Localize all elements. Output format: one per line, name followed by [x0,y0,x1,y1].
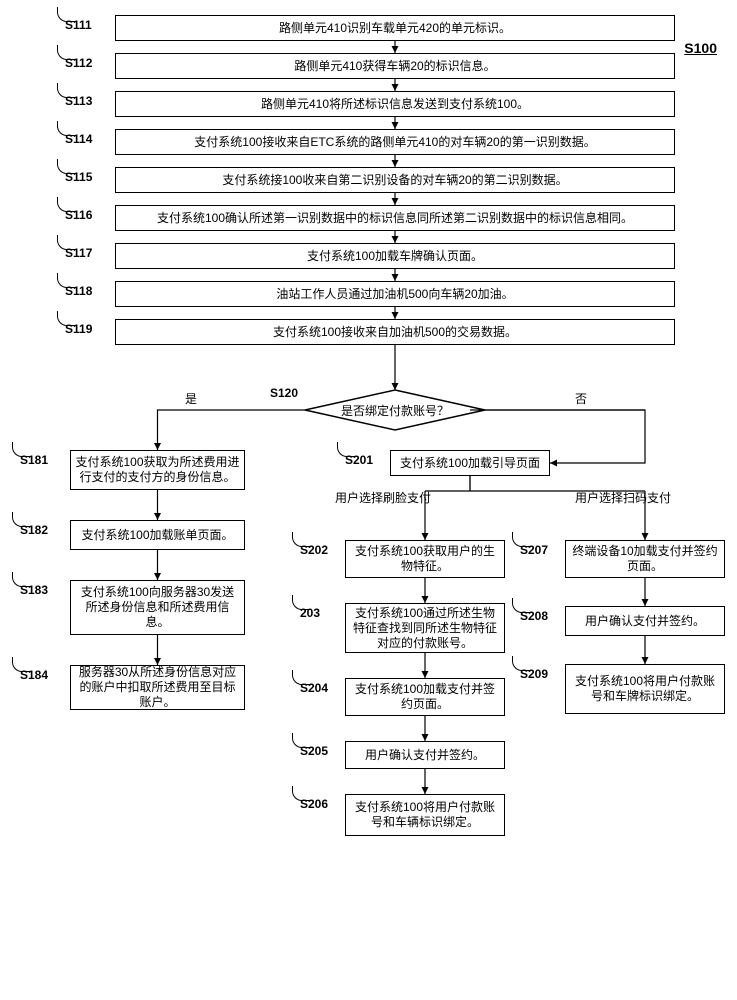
label-notch [57,235,76,250]
step-S113: 路侧单元410将所述标识信息发送到支付系统100。 [115,91,675,117]
label-notch [12,442,31,457]
step-S116: 支付系统100确认所述第一识别数据中的标识信息同所述第二识别数据中的标识信息相同… [115,205,675,231]
label-notch [512,656,531,671]
label-notch [512,598,531,613]
step-S182: 支付系统100加载账单页面。 [70,520,245,550]
step-S181: 支付系统100获取为所述费用进行支付的支付方的身份信息。 [70,450,245,490]
step-S119: 支付系统100接收来自加油机500的交易数据。 [115,319,675,345]
step-S118: 油站工作人员通过加油机500向车辆20加油。 [115,281,675,307]
step-S207: 终端设备10加载支付并签约页面。 [565,540,725,578]
label-notch [12,572,31,587]
step-S114: 支付系统100接收来自ETC系统的路侧单元410的对车辆20的第一识别数据。 [115,129,675,155]
label-notch [292,733,311,748]
label-notch [57,311,76,326]
step-S117: 支付系统100加载车牌确认页面。 [115,243,675,269]
label-notch [292,595,311,610]
step-S208: 用户确认支付并签约。 [565,606,725,636]
step-S205: 用户确认支付并签约。 [345,741,505,769]
step-203: 支付系统100通过所述生物特征查找到同所述生物特征对应的付款账号。 [345,603,505,653]
flowchart-canvas: S100路侧单元410识别车载单元420的单元标识。S111路侧单元410获得车… [10,10,727,990]
step-S111: 路侧单元410识别车载单元420的单元标识。 [115,15,675,41]
label-notch [57,45,76,60]
step-S204: 支付系统100加载支付并签约页面。 [345,678,505,716]
label-notch [292,670,311,685]
label-notch [57,159,76,174]
step-S183: 支付系统100向服务器30发送所述身份信息和所述费用信息。 [70,580,245,635]
step-S202: 支付系统100获取用户的生物特征。 [345,540,505,578]
diagram-title: S100 [684,40,717,56]
label-notch [292,786,311,801]
branch-no: 否 [575,390,587,407]
label-notch [12,657,31,672]
label-notch [57,7,76,22]
step-S206: 支付系统100将用户付款账号和车辆标识绑定。 [345,794,505,836]
label-notch [12,512,31,527]
step-S209: 支付系统100将用户付款账号和车牌标识绑定。 [565,664,725,714]
branch-scan: 用户选择扫码支付 [575,489,671,506]
step-S201: 支付系统100加载引导页面 [390,450,550,476]
branch-face: 用户选择刷脸支付 [335,489,431,506]
branch-yes: 是 [185,390,197,407]
label-notch [57,83,76,98]
label-notch [57,273,76,288]
label-notch [57,197,76,212]
step-S112: 路侧单元410获得车辆20的标识信息。 [115,53,675,79]
label-notch [512,532,531,547]
label-notch [57,121,76,136]
step-S184: 服务器30从所述身份信息对应的账户中扣取所述费用至目标账户。 [70,665,245,710]
label-S120: S120 [270,386,298,400]
decision-text: 是否绑定付款账号？ [325,402,465,419]
step-S115: 支付系统接100收来自第二识别设备的对车辆20的第二识别数据。 [115,167,675,193]
label-notch [292,532,311,547]
label-notch [337,442,356,457]
